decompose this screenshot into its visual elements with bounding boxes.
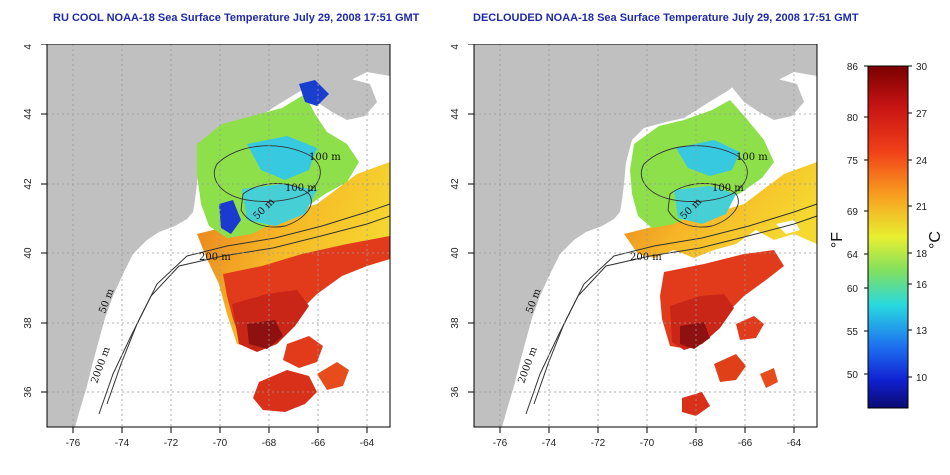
sst-eddy xyxy=(317,362,349,390)
isobath-contour xyxy=(640,145,748,202)
right-panel-title: DECLOUDED NOAA-18 Sea Surface Temperatur… xyxy=(473,12,859,24)
land-mass xyxy=(47,44,390,427)
celsius-tick-label: 10 xyxy=(916,373,928,384)
celsius-tick-label: 24 xyxy=(916,156,928,167)
sst-cool-patch xyxy=(676,140,740,176)
celsius-tick-label: 13 xyxy=(916,326,928,337)
lon-tick-label: -70 xyxy=(640,438,655,449)
contour-label: 100 m xyxy=(285,183,317,194)
contour-label: 100 m xyxy=(309,152,341,163)
lat-tick-label: 38 xyxy=(23,317,34,329)
sst-hot-core xyxy=(680,322,710,349)
lon-tick-label: -68 xyxy=(262,438,277,449)
nova-scotia xyxy=(726,74,804,120)
lat-tick-label: 46 xyxy=(450,44,461,50)
lon-tick-label: -76 xyxy=(493,438,508,449)
celsius-unit-label: °C xyxy=(927,231,944,249)
sst-eddy xyxy=(283,336,323,368)
isobath-contour xyxy=(106,203,391,405)
sst-cold-spot xyxy=(299,80,329,106)
celsius-tick-label: 30 xyxy=(916,62,928,73)
lat-tick-label: 42 xyxy=(23,178,34,190)
fahrenheit-tick-label: 60 xyxy=(847,284,859,295)
raw-sst-map: 100 m 100 m 50 m 200 m 50 m 2000 m -76 -… xyxy=(23,44,391,449)
lon-tick-label: -64 xyxy=(360,438,375,449)
sst-georges-bank xyxy=(674,186,736,224)
lon-tick-label: -70 xyxy=(213,438,228,449)
left-panel-title: RU COOL NOAA-18 Sea Surface Temperature … xyxy=(53,12,420,24)
fahrenheit-tick-label: 64 xyxy=(847,250,859,261)
lon-tick-label: -74 xyxy=(542,438,557,449)
sst-cool-patch xyxy=(247,136,317,180)
celsius-tick-label: 18 xyxy=(916,249,928,260)
lat-tick-label: 46 xyxy=(23,44,34,50)
lon-tick-label: -68 xyxy=(689,438,704,449)
lat-tick-label: 44 xyxy=(450,108,461,120)
map-frame xyxy=(473,44,818,428)
lon-tick-label: -64 xyxy=(787,438,802,449)
fahrenheit-tick-label: 80 xyxy=(847,113,859,124)
sst-warm-water xyxy=(624,162,817,258)
contour-label: 100 m xyxy=(712,183,744,194)
sst-hot-core xyxy=(247,320,283,349)
sst-eddy xyxy=(760,368,778,388)
land-mass xyxy=(474,44,817,427)
fahrenheit-tick-label: 55 xyxy=(847,327,859,338)
lat-tick-label: 38 xyxy=(450,317,461,329)
isobath-contour xyxy=(240,183,312,228)
lon-tick-label: -72 xyxy=(164,438,179,449)
fahrenheit-tick-label: 50 xyxy=(847,370,859,381)
map-frame xyxy=(46,44,391,428)
sst-eddy xyxy=(714,354,746,382)
celsius-tick-label: 16 xyxy=(916,280,928,291)
isobath-contour xyxy=(667,183,739,228)
lat-tick-label: 36 xyxy=(23,386,34,398)
lon-tick-label: -66 xyxy=(738,438,753,449)
sst-eddy xyxy=(736,316,764,340)
temperature-colorbar: 86 80 75 69 64 60 55 50 30 27 24 21 18 1… xyxy=(829,62,944,409)
colorbar-gradient xyxy=(867,65,909,409)
contour-label: 200 m xyxy=(630,252,662,263)
lon-tick-label: -76 xyxy=(66,438,81,449)
celsius-tick-label: 27 xyxy=(916,109,928,120)
lat-tick-label: 40 xyxy=(450,247,461,259)
fahrenheit-tick-label: 69 xyxy=(847,207,859,218)
fahrenheit-unit-label: °F xyxy=(829,232,846,248)
lat-tick-label: 40 xyxy=(23,247,34,259)
contour-label: 200 m xyxy=(199,252,231,263)
contour-label: 100 m xyxy=(736,152,768,163)
lat-tick-label: 42 xyxy=(450,178,461,190)
isobath-contour xyxy=(213,145,321,202)
lon-tick-label: -72 xyxy=(591,438,606,449)
lon-tick-label: -66 xyxy=(311,438,326,449)
isobath-contour xyxy=(533,203,818,405)
fahrenheit-tick-label: 86 xyxy=(847,62,859,73)
lat-tick-label: 44 xyxy=(23,108,34,120)
lat-tick-label: 36 xyxy=(450,386,461,398)
sst-georges-bank xyxy=(242,184,317,226)
declouded-sst-map: 100 m 100 m 50 m 200 m 50 m 2000 m -76 -… xyxy=(450,44,818,449)
lon-tick-label: -74 xyxy=(115,438,130,449)
fahrenheit-tick-label: 75 xyxy=(847,156,859,167)
celsius-tick-label: 21 xyxy=(916,202,928,213)
sst-cold-spot xyxy=(219,200,241,234)
